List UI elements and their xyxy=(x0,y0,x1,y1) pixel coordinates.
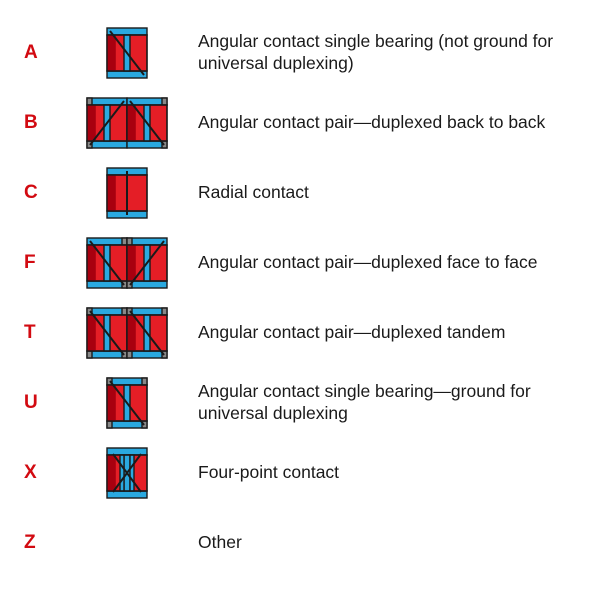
four-point-icon xyxy=(105,446,149,500)
type-description: Angular contact pair—duplexed back to ba… xyxy=(192,112,572,134)
radial-icon xyxy=(105,166,149,220)
icon-cell xyxy=(62,236,192,290)
bearing-row-z: Z Other xyxy=(24,508,572,578)
type-description: Other xyxy=(192,532,572,554)
icon-cell xyxy=(62,26,192,80)
type-code: F xyxy=(24,252,62,274)
bearing-row-f: F Angular contact pair—duplexed face to f… xyxy=(24,228,572,298)
angular-tandem-icon xyxy=(85,306,169,360)
bearing-row-b: B Angular contact pair—duplexed back to b… xyxy=(24,88,572,158)
bearing-row-t: T Angular contact pair—duplexed tandem xyxy=(24,298,572,368)
type-description: Angular contact pair—duplexed face to fa… xyxy=(192,252,572,274)
bearing-row-u: U Angular contact single bearing—ground f… xyxy=(24,368,572,438)
type-code: U xyxy=(24,392,62,414)
bearing-type-table: A Angular contact single bearing (not gro… xyxy=(24,18,572,578)
type-code: A xyxy=(24,42,62,64)
bearing-row-x: X Four-point contact xyxy=(24,438,572,508)
type-description: Angular contact pair—duplexed tandem xyxy=(192,322,572,344)
type-code: B xyxy=(24,112,62,134)
bearing-row-a: A Angular contact single bearing (not gro… xyxy=(24,18,572,88)
angular-back-to-back-icon xyxy=(85,96,169,150)
type-description: Radial contact xyxy=(192,182,572,204)
angular-face-to-face-icon xyxy=(85,236,169,290)
icon-cell xyxy=(62,306,192,360)
icon-cell xyxy=(62,446,192,500)
type-description: Angular contact single bearing (not grou… xyxy=(192,31,572,75)
angular-single-icon xyxy=(105,26,149,80)
type-description: Four-point contact xyxy=(192,462,572,484)
type-code: T xyxy=(24,322,62,344)
type-code: C xyxy=(24,182,62,204)
angular-single-ground-icon xyxy=(105,376,149,430)
type-description: Angular contact single bearing—ground fo… xyxy=(192,381,572,425)
type-code: Z xyxy=(24,532,62,554)
icon-cell xyxy=(62,166,192,220)
icon-cell xyxy=(62,376,192,430)
type-code: X xyxy=(24,462,62,484)
icon-cell xyxy=(62,96,192,150)
bearing-row-c: C Radial contact xyxy=(24,158,572,228)
